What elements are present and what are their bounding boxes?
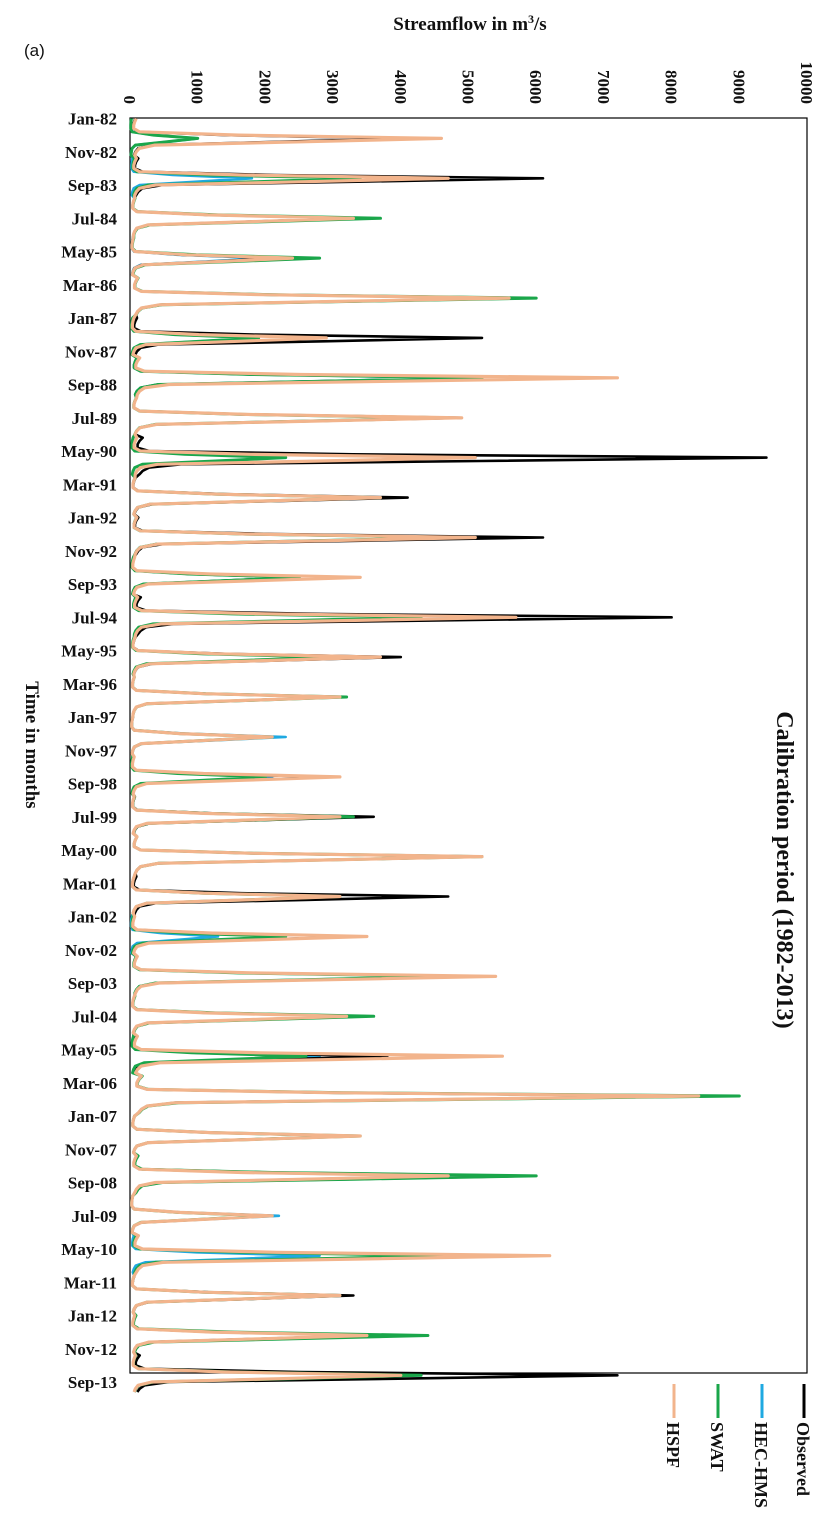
series-line-hspf bbox=[130, 117, 701, 1393]
time-tick-label: Nov-82 bbox=[65, 143, 117, 162]
time-tick-label: Nov-92 bbox=[65, 542, 117, 561]
time-tick-label: Jan-97 bbox=[68, 708, 118, 727]
legend-label-observed: Observed bbox=[793, 1422, 813, 1496]
time-tick-label: May-85 bbox=[61, 243, 117, 262]
value-tick-label: 3000 bbox=[323, 70, 342, 104]
time-tick-label: Mar-01 bbox=[63, 874, 117, 893]
time-tick-label: Mar-91 bbox=[63, 475, 117, 494]
time-axis-title: Time in months bbox=[21, 681, 42, 808]
time-tick-label: May-90 bbox=[61, 442, 117, 461]
time-tick-label: May-00 bbox=[61, 841, 117, 860]
time-tick-label: Jan-92 bbox=[68, 509, 117, 528]
time-tick-label: Nov-02 bbox=[65, 941, 117, 960]
time-tick-label: Jan-87 bbox=[68, 309, 118, 328]
time-tick-label: Sep-88 bbox=[68, 376, 117, 395]
time-tick-label: Mar-86 bbox=[63, 276, 117, 295]
value-tick-label: 7000 bbox=[594, 70, 613, 104]
time-tick-label: Jan-82 bbox=[68, 110, 117, 129]
time-axis-ticks: Jan-82 Nov-82 Sep-83 Jul-84 May-85 Mar-86 Jan-… bbox=[61, 110, 117, 1393]
panel-label: (a) bbox=[24, 41, 45, 60]
value-tick-label: 0 bbox=[120, 96, 139, 105]
value-tick-label: 2000 bbox=[255, 70, 274, 104]
series-line-swat bbox=[129, 118, 741, 1393]
value-tick-label: 10000 bbox=[797, 62, 816, 105]
value-tick-label: 4000 bbox=[391, 70, 410, 104]
time-tick-label: Jan-02 bbox=[68, 908, 117, 927]
time-tick-label: Nov-97 bbox=[65, 741, 117, 760]
time-tick-label: Mar-96 bbox=[63, 675, 117, 694]
time-tick-label: Sep-83 bbox=[68, 176, 117, 195]
legend-label-hechms: HEC-HMS bbox=[751, 1422, 771, 1508]
time-tick-label: Mar-11 bbox=[64, 1273, 117, 1292]
legend-label-hspf: HSPF bbox=[663, 1422, 683, 1468]
value-tick-label: 5000 bbox=[459, 70, 478, 104]
time-tick-label: Jul-89 bbox=[72, 409, 117, 428]
time-tick-label: Nov-07 bbox=[65, 1140, 117, 1159]
time-tick-label: Jan-12 bbox=[68, 1307, 117, 1326]
time-tick-label: Jul-09 bbox=[72, 1207, 117, 1226]
value-tick-label: 9000 bbox=[729, 70, 748, 104]
value-axis-title: Streamflow in m3/s bbox=[393, 12, 546, 35]
time-tick-label: Sep-98 bbox=[68, 775, 117, 794]
time-tick-label: May-95 bbox=[61, 642, 117, 661]
time-tick-label: Nov-12 bbox=[65, 1340, 117, 1359]
series-line-observed bbox=[130, 118, 768, 1393]
time-tick-label: Jul-84 bbox=[72, 209, 118, 228]
chart-title: Calibration period (1982-2013) bbox=[771, 711, 797, 1028]
time-tick-label: Mar-06 bbox=[63, 1074, 117, 1093]
plot-area bbox=[129, 117, 808, 1374]
time-tick-label: Sep-08 bbox=[68, 1174, 117, 1193]
value-axis-ticks: 0 1000 2000 3000 4000 5000 6000 7000 8000 9000 100… bbox=[120, 62, 816, 105]
time-tick-label: Jul-99 bbox=[72, 808, 117, 827]
time-tick-label: May-05 bbox=[61, 1041, 117, 1060]
time-tick-label: Sep-93 bbox=[68, 575, 117, 594]
series-line-hechms bbox=[129, 118, 694, 1393]
legend-label-swat: SWAT bbox=[707, 1422, 727, 1472]
value-tick-label: 8000 bbox=[662, 70, 681, 104]
value-tick-label: 1000 bbox=[188, 70, 207, 104]
legend: Observed HEC-HMS SWAT HSPF bbox=[663, 1384, 813, 1508]
time-tick-label: Jul-94 bbox=[72, 608, 118, 627]
time-tick-label: Sep-13 bbox=[68, 1373, 117, 1392]
time-tick-label: Jan-07 bbox=[68, 1107, 118, 1126]
series-lines bbox=[129, 117, 768, 1393]
time-tick-label: Nov-87 bbox=[65, 342, 117, 361]
time-tick-label: Jul-04 bbox=[72, 1007, 118, 1026]
time-tick-label: Sep-03 bbox=[68, 974, 117, 993]
time-tick-label: May-10 bbox=[61, 1240, 117, 1259]
value-tick-label: 6000 bbox=[526, 70, 545, 104]
